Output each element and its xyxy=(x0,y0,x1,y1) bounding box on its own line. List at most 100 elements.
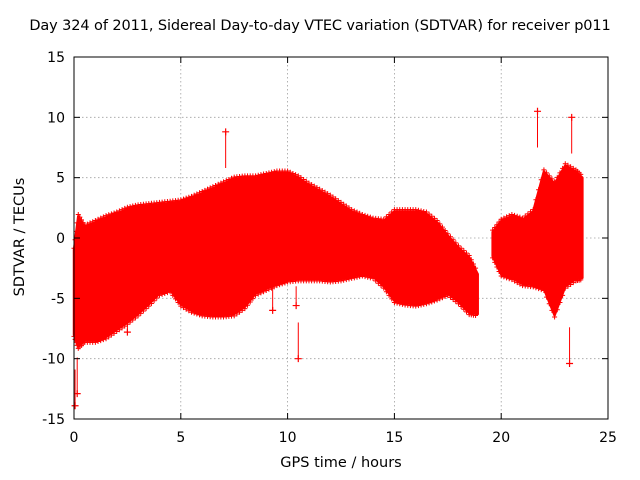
edge-marker xyxy=(357,274,363,280)
edge-marker xyxy=(370,275,376,281)
edge-marker xyxy=(455,243,461,249)
edge-marker xyxy=(431,215,437,221)
edge-marker xyxy=(277,282,283,288)
edge-marker xyxy=(528,209,534,215)
edge-marker xyxy=(541,167,547,173)
edge-marker xyxy=(167,289,173,295)
edge-marker xyxy=(205,186,210,192)
edge-marker xyxy=(463,309,469,315)
edge-marker xyxy=(349,275,355,281)
edge-marker xyxy=(415,303,421,309)
edge-marker xyxy=(221,179,227,185)
edge-marker xyxy=(274,283,280,289)
edge-marker xyxy=(106,334,112,340)
edge-marker xyxy=(162,291,168,297)
edge-marker xyxy=(496,268,502,274)
edge-marker xyxy=(154,295,160,301)
edge-marker xyxy=(466,252,472,258)
edge-marker xyxy=(552,179,558,185)
edge-marker xyxy=(98,338,104,344)
edge-marker xyxy=(504,214,510,220)
edge-marker xyxy=(188,193,194,199)
edge-marker xyxy=(191,192,197,198)
edge-marker xyxy=(413,303,419,309)
edge-marker xyxy=(156,292,162,298)
edge-marker xyxy=(530,207,536,213)
edge-marker xyxy=(554,307,560,313)
edge-marker xyxy=(140,308,146,314)
edge-marker xyxy=(263,170,269,176)
edge-marker xyxy=(338,199,344,205)
edge-marker xyxy=(223,178,229,184)
edge-marker xyxy=(108,211,114,217)
edge-marker xyxy=(570,165,576,171)
edge-marker xyxy=(413,207,419,213)
edge-marker xyxy=(492,259,498,265)
edge-marker xyxy=(391,300,397,306)
edge-marker xyxy=(494,222,500,228)
edge-marker xyxy=(261,289,267,295)
edge-marker xyxy=(426,300,432,306)
edge-marker xyxy=(282,280,288,286)
edge-marker xyxy=(279,281,285,287)
edge-marker xyxy=(250,296,256,302)
edge-marker xyxy=(461,248,467,254)
edge-marker xyxy=(538,287,544,293)
edge-marker xyxy=(544,294,550,300)
edge-marker xyxy=(255,291,261,297)
data-envelope-main xyxy=(72,171,479,348)
edge-marker xyxy=(95,216,101,222)
edge-marker xyxy=(473,313,479,319)
edge-marker xyxy=(170,292,176,298)
edge-marker xyxy=(578,277,584,283)
edge-marker xyxy=(196,190,202,196)
edge-marker xyxy=(239,307,245,313)
edge-marker xyxy=(285,168,291,174)
outlier-point xyxy=(222,128,230,136)
edge-marker xyxy=(245,302,251,308)
edge-marker xyxy=(319,188,325,194)
edge-marker xyxy=(415,207,421,213)
edge-marker xyxy=(100,214,106,220)
edge-marker xyxy=(343,203,349,209)
edge-marker xyxy=(490,255,496,261)
edge-marker xyxy=(106,212,112,218)
edge-marker xyxy=(557,170,563,176)
edge-marker xyxy=(565,162,571,168)
edge-marker xyxy=(210,184,216,190)
edge-marker xyxy=(568,281,574,287)
edge-marker xyxy=(74,342,80,348)
edge-marker xyxy=(178,197,184,203)
edge-marker xyxy=(92,339,98,345)
edge-marker xyxy=(78,217,84,223)
edge-marker xyxy=(77,214,83,220)
edge-marker xyxy=(546,173,552,179)
edge-marker xyxy=(512,278,518,284)
edge-marker xyxy=(143,306,149,312)
x-tick-label: 25 xyxy=(599,430,617,446)
edge-marker xyxy=(533,285,539,291)
edge-marker xyxy=(303,178,309,184)
outlier-point xyxy=(292,302,300,310)
edge-marker xyxy=(549,176,555,182)
edge-marker xyxy=(271,169,277,175)
edge-marker xyxy=(394,300,400,306)
y-tick-label: 5 xyxy=(56,171,65,187)
edge-marker xyxy=(234,311,240,317)
outlier-point xyxy=(568,113,576,121)
edge-marker xyxy=(468,257,474,263)
outlier-point xyxy=(71,402,79,410)
edge-marker xyxy=(437,296,443,302)
edge-marker xyxy=(565,283,571,289)
edge-marker xyxy=(175,300,181,306)
edge-marker xyxy=(492,224,498,230)
edge-marker xyxy=(362,212,368,218)
edge-marker xyxy=(351,275,357,281)
edge-marker xyxy=(426,211,432,217)
edge-marker xyxy=(458,245,464,251)
x-tick-label: 5 xyxy=(176,430,185,446)
edge-marker xyxy=(87,220,93,226)
edge-marker xyxy=(386,292,392,298)
edge-marker xyxy=(354,209,360,215)
